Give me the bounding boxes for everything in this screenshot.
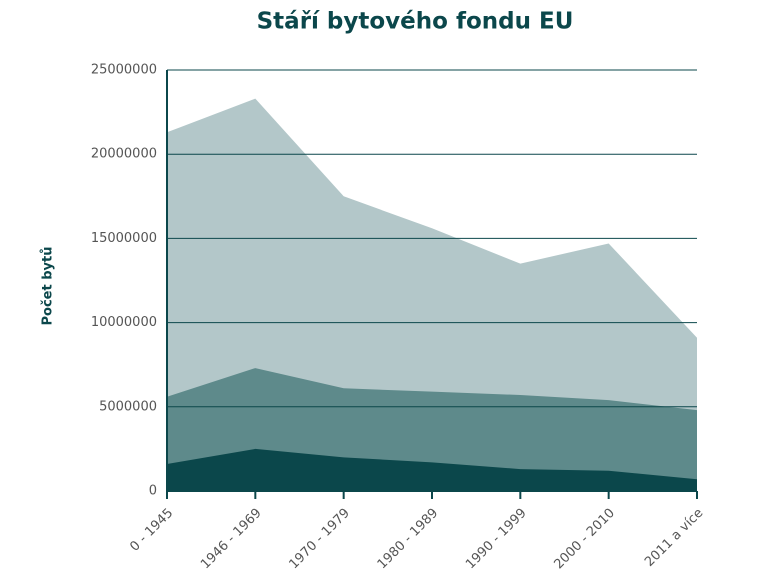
area (167, 448, 697, 491)
x-tick-label: 1980 - 1989 (375, 506, 442, 573)
y-tick-label: 20000000 (91, 147, 157, 162)
y-tick-label: 10000000 (91, 315, 157, 330)
y-axis-label: Počet bytů (41, 247, 56, 326)
y-tick-label: 25000000 (91, 63, 157, 78)
x-tick-label: 0 - 1945 (127, 506, 176, 555)
x-tick-label: 1946 - 1969 (198, 506, 265, 573)
y-tick-label: 15000000 (91, 231, 157, 246)
x-tick-label: 1990 - 1999 (463, 506, 530, 573)
x-tick-label: 2011 a více (642, 506, 706, 570)
y-tick-label: 5000000 (99, 399, 157, 414)
x-tick-label: 1970 - 1979 (286, 506, 353, 573)
y-tick-label: 0 (149, 484, 157, 499)
chart-title: Stáří bytového fondu EU (257, 9, 574, 35)
x-tick-label: 2000 - 2010 (551, 506, 618, 573)
